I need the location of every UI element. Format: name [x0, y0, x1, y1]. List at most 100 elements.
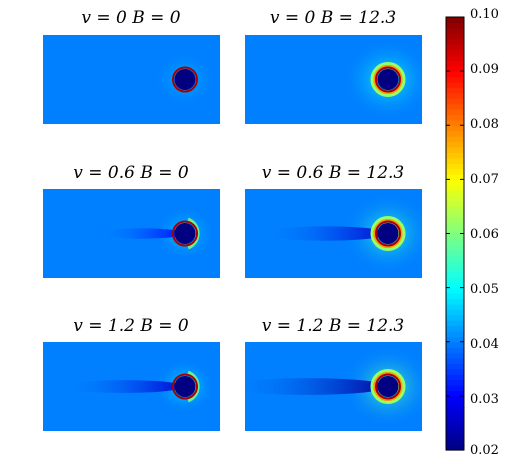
colorbar-segment: [446, 130, 464, 137]
colorbar-segment: [446, 406, 464, 413]
heatmap-panel: [245, 189, 422, 278]
heatmap-panel: [245, 35, 422, 124]
colorbar-segment: [446, 238, 464, 245]
colorbar-segment: [446, 330, 464, 337]
colorbar-segment: [446, 303, 464, 310]
colorbar-tick-label: 0.05: [470, 282, 499, 297]
colorbar-segment: [446, 146, 464, 153]
wake-streak: [262, 226, 388, 241]
colorbar-segment: [446, 71, 464, 78]
colorbar-segment: [446, 211, 464, 218]
colorbar-segment: [446, 22, 464, 29]
colorbar-segment: [446, 103, 464, 110]
colorbar-segment: [446, 422, 464, 429]
colorbar-tick-label: 0.04: [470, 337, 499, 352]
colorbar-segment: [446, 395, 464, 402]
colorbar-segment: [446, 320, 464, 327]
colorbar-segment: [446, 152, 464, 159]
colorbar-segment: [446, 44, 464, 51]
heatmap-panels: [43, 35, 422, 431]
colorbar-segment: [446, 228, 464, 235]
colorbar-segment: [446, 109, 464, 116]
colorbar-segment: [446, 244, 464, 251]
panel-title: v = 1.2 B = 0: [73, 316, 189, 336]
obstacle: [377, 69, 399, 90]
outer-ring: [373, 65, 403, 94]
colorbar-segment: [446, 27, 464, 34]
colorbar-segment: [446, 374, 464, 381]
colorbar-segment: [446, 49, 464, 56]
colorbar-segment: [446, 444, 464, 451]
colorbar-segment: [446, 287, 464, 294]
colorbar-segment: [446, 190, 464, 197]
outer-ring: [370, 62, 406, 97]
colorbar-segment: [446, 298, 464, 305]
colorbar-segment: [446, 38, 464, 45]
colorbar-segment: [446, 136, 464, 143]
wake-streak: [63, 380, 185, 393]
colorbar-segment: [446, 222, 464, 229]
colorbar-segment: [446, 390, 464, 397]
colorbar-segment: [446, 249, 464, 256]
colorbar-segment: [446, 65, 464, 72]
obstacle: [377, 376, 399, 397]
colorbar-segment: [446, 260, 464, 267]
wake-streak: [245, 378, 388, 395]
heatmap-panel: [43, 342, 220, 431]
colorbar-tick-label: 0.08: [470, 117, 499, 132]
obstacle: [174, 69, 196, 90]
colorbar-segment: [446, 33, 464, 40]
heatmap-panel: [245, 342, 422, 431]
wake-streak: [99, 228, 185, 239]
colorbar-segment: [446, 357, 464, 364]
colorbar: [445, 16, 465, 451]
colorbar-segment: [446, 173, 464, 180]
colorbar-segment: [446, 195, 464, 202]
colorbar-segment: [446, 293, 464, 300]
panel-title: v = 0 B = 0: [81, 8, 181, 28]
heatmap-panel: [43, 35, 220, 124]
colorbar-segment: [446, 439, 464, 446]
colorbar-segment: [446, 81, 464, 88]
colorbar-segment: [446, 125, 464, 132]
colorbar-segment: [446, 417, 464, 424]
colorbar-segment: [446, 119, 464, 126]
colorbar-tick-label: 0.09: [470, 62, 499, 77]
colorbar-segment: [446, 385, 464, 392]
panel-title: v = 0.6 B = 0: [73, 163, 189, 183]
colorbar-segment: [446, 114, 464, 121]
colorbar-segment: [446, 163, 464, 170]
boundary-ring: [172, 220, 198, 247]
colorbar-segment: [446, 276, 464, 283]
obstacle: [174, 223, 196, 244]
colorbar-tick-label: 0.03: [470, 392, 499, 407]
colorbar-tick-label: 0.02: [470, 443, 499, 458]
colorbar-segment: [446, 341, 464, 348]
colorbar-segment: [446, 141, 464, 148]
colorbar-segment: [446, 17, 464, 24]
colorbar-segment: [446, 368, 464, 375]
colorbar-segment: [446, 401, 464, 408]
outer-ring: [373, 372, 403, 401]
colorbar-tick-label: 0.10: [470, 7, 499, 22]
outer-ring: [370, 369, 406, 404]
boundary-ring: [375, 373, 401, 400]
colorbar-segment: [446, 206, 464, 213]
colorbar-segment: [446, 255, 464, 262]
boundary-ring: [375, 66, 401, 93]
heatmap-panel: [43, 189, 220, 278]
colorbar-segment: [446, 179, 464, 186]
colorbar-segment: [446, 428, 464, 435]
colorbar-segment: [446, 76, 464, 83]
obstacle: [377, 223, 399, 244]
colorbar-segment: [446, 412, 464, 419]
colorbar-segment: [446, 282, 464, 289]
colorbar-segment: [446, 363, 464, 370]
colorbar-segment: [446, 379, 464, 386]
colorbar-segment: [446, 271, 464, 278]
colorbar-segment: [446, 233, 464, 240]
colorbar-segment: [446, 265, 464, 272]
colorbar-segment: [446, 92, 464, 99]
